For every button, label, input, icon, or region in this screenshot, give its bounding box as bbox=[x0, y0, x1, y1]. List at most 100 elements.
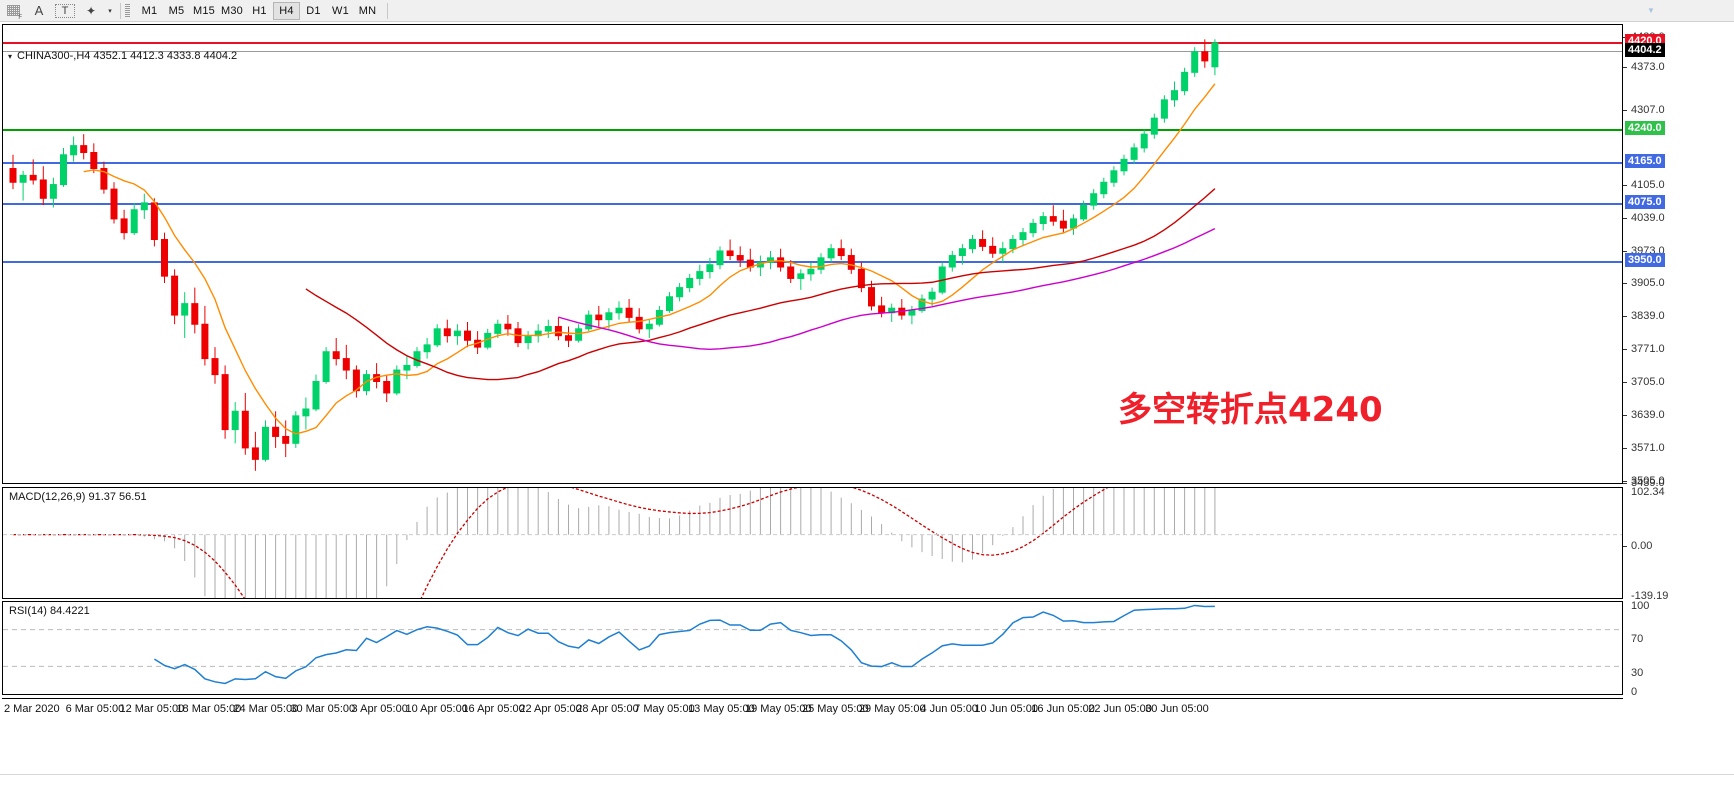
timeframe-w1[interactable]: W1 bbox=[332, 4, 349, 17]
grid-f-label: F bbox=[18, 14, 22, 21]
collapse-icon[interactable]: ▾ bbox=[8, 51, 13, 61]
text-label-icon[interactable]: T bbox=[52, 1, 78, 21]
level-line-4075 bbox=[3, 203, 1622, 205]
timeframe-h4[interactable]: H4 bbox=[273, 1, 300, 20]
toolbar: F A T ✦ ▾ M1 M5 M15 M30 H1 H4 D1 W1 MN bbox=[0, 0, 1734, 22]
level-line-4240 bbox=[3, 129, 1622, 131]
price-axis-label: 4373.0 bbox=[1631, 61, 1665, 73]
symbol-header[interactable]: ▾ CHINA300-,H4 4352.1 4412.3 4333.8 4404… bbox=[8, 50, 237, 62]
axis-tick bbox=[1623, 483, 1627, 484]
time-axis-label: 13 May 05:00 bbox=[688, 703, 755, 715]
macd-series-svg bbox=[3, 488, 1622, 598]
chart-annotation: 多空转折点4240 bbox=[1118, 390, 1383, 430]
time-axis-label: 10 Jun 05:00 bbox=[974, 703, 1038, 715]
timeframe-h1[interactable]: H1 bbox=[252, 4, 267, 17]
timeframe-group: M1 M5 M15 M30 H1 H4 D1 W1 MN bbox=[136, 1, 381, 20]
time-axis-label: 18 Mar 05:00 bbox=[176, 703, 242, 715]
time-axis: 2 Mar 2020 6 Mar 05:00 12 Mar 05:00 18 Mar … bbox=[2, 698, 1623, 718]
time-axis-label: 4 Jun 05:00 bbox=[920, 703, 978, 715]
timeframe-m30[interactable]: M30 bbox=[221, 4, 243, 17]
axis-tick bbox=[1623, 415, 1627, 416]
axis-tick bbox=[1623, 316, 1627, 317]
timeframe-m15[interactable]: M15 bbox=[193, 4, 215, 17]
price-series-svg bbox=[9, 39, 1219, 471]
toolbar-divider bbox=[120, 2, 121, 19]
price-axis-label: 3839.0 bbox=[1631, 310, 1665, 322]
time-axis-label: 30 Jun 05:00 bbox=[1145, 703, 1209, 715]
rsi-header: RSI(14) 84.4221 bbox=[9, 605, 90, 617]
price-axis-label: 3571.0 bbox=[1631, 442, 1665, 454]
text-a-icon[interactable]: A bbox=[34, 3, 44, 18]
price-tag-4165-0[interactable]: 4165.0 bbox=[1625, 154, 1665, 168]
price-axis-label: 3439.0 bbox=[1631, 477, 1665, 489]
axis-tick bbox=[1623, 382, 1627, 383]
axis-tick bbox=[1623, 349, 1627, 350]
price-axis-label: 3705.0 bbox=[1631, 376, 1665, 388]
time-axis-label: 29 May 05:00 bbox=[858, 703, 926, 715]
macd-axis-label: -139.19 bbox=[1631, 590, 1669, 602]
price-axis[interactable]: ▼ 4439.04373.04307.04105.04039.03973.039… bbox=[1623, 6, 1734, 792]
axis-tick bbox=[1623, 481, 1627, 482]
price-tag-4075-0[interactable]: 4075.0 bbox=[1625, 195, 1665, 209]
rsi-axis-label: 30 bbox=[1631, 667, 1644, 679]
time-axis-label: 25 May 05:00 bbox=[801, 703, 869, 715]
time-axis-label: 22 Apr 05:00 bbox=[519, 703, 582, 715]
axis-tick bbox=[1623, 67, 1627, 68]
price-axis-label: 4307.0 bbox=[1631, 104, 1665, 116]
time-axis-label: 6 Mar 05:00 bbox=[65, 703, 125, 715]
axis-tick bbox=[1623, 283, 1627, 284]
axis-tick bbox=[1623, 251, 1627, 252]
axis-tick bbox=[1623, 110, 1627, 111]
price-tag-4404-2[interactable]: 4404.2 bbox=[1625, 43, 1665, 57]
rsi-series-svg bbox=[3, 604, 1622, 685]
scroll-marker-icon: ▼ bbox=[1647, 6, 1655, 15]
price-tag-4240-0[interactable]: 4240.0 bbox=[1625, 121, 1665, 135]
price-axis-label: 4105.0 bbox=[1631, 179, 1665, 191]
time-axis-label: 30 Mar 05:00 bbox=[290, 703, 356, 715]
macd-axis-label: 0.00 bbox=[1631, 540, 1653, 552]
price-tag-3950-0[interactable]: 3950.0 bbox=[1625, 253, 1665, 267]
time-axis-label: 7 May 05:00 bbox=[634, 703, 695, 715]
grid-glyph bbox=[6, 5, 20, 16]
time-axis-label: 28 Apr 05:00 bbox=[576, 703, 639, 715]
time-axis-label: 3 Apr 05:00 bbox=[351, 703, 408, 715]
time-axis-label: 10 Apr 05:00 bbox=[405, 703, 468, 715]
time-axis-label: 19 May 05:00 bbox=[745, 703, 812, 715]
chevron-down-icon[interactable]: ▾ bbox=[108, 7, 112, 15]
chart-area[interactable]: ▾ CHINA300-,H4 4352.1 4412.3 4333.8 4404… bbox=[0, 6, 1734, 792]
level-line-4165 bbox=[3, 162, 1622, 164]
timeframe-d1[interactable]: D1 bbox=[306, 4, 321, 17]
price-axis-label: 3771.0 bbox=[1631, 343, 1665, 355]
time-axis-label: 16 Apr 05:00 bbox=[462, 703, 525, 715]
axis-tick bbox=[1623, 546, 1627, 547]
rsi-axis-label: 0 bbox=[1631, 686, 1638, 698]
time-axis-label: 24 Mar 05:00 bbox=[233, 703, 299, 715]
toolbar-divider-2 bbox=[387, 2, 388, 19]
price-axis-label: 3639.0 bbox=[1631, 409, 1665, 421]
price-axis-label: 4039.0 bbox=[1631, 212, 1665, 224]
price-axis-label: 3905.0 bbox=[1631, 277, 1665, 289]
macd-axis-label: 102.34 bbox=[1631, 486, 1665, 498]
axis-tick bbox=[1623, 448, 1627, 449]
time-axis-label: 22 Jun 05:00 bbox=[1088, 703, 1152, 715]
symbol-header-text: CHINA300-,H4 4352.1 4412.3 4333.8 4404.2 bbox=[17, 50, 238, 62]
time-axis-label: 2 Mar 2020 bbox=[4, 703, 60, 715]
timeframe-mn[interactable]: MN bbox=[358, 4, 377, 17]
templates-icon[interactable]: ✦ bbox=[85, 3, 97, 18]
grid-f-icon[interactable]: F bbox=[0, 1, 26, 21]
price-chart-panel[interactable] bbox=[2, 24, 1623, 484]
time-axis-label: 12 Mar 05:00 bbox=[119, 703, 185, 715]
timeframe-m1[interactable]: M1 bbox=[141, 4, 158, 17]
timeframe-m5[interactable]: M5 bbox=[168, 4, 185, 17]
rsi-axis-label: 100 bbox=[1631, 600, 1650, 612]
bottom-divider bbox=[0, 774, 1734, 775]
period-separator-icon bbox=[125, 3, 130, 18]
level-line-3950 bbox=[3, 261, 1622, 263]
level-line-4404 bbox=[3, 51, 1622, 52]
macd-panel[interactable]: MACD(12,26,9) 91.37 56.51 bbox=[2, 487, 1623, 599]
time-axis-label: 16 Jun 05:00 bbox=[1031, 703, 1095, 715]
axis-tick bbox=[1623, 185, 1627, 186]
rsi-axis-label: 70 bbox=[1631, 633, 1644, 645]
rsi-panel[interactable]: RSI(14) 84.4221 bbox=[2, 601, 1623, 695]
